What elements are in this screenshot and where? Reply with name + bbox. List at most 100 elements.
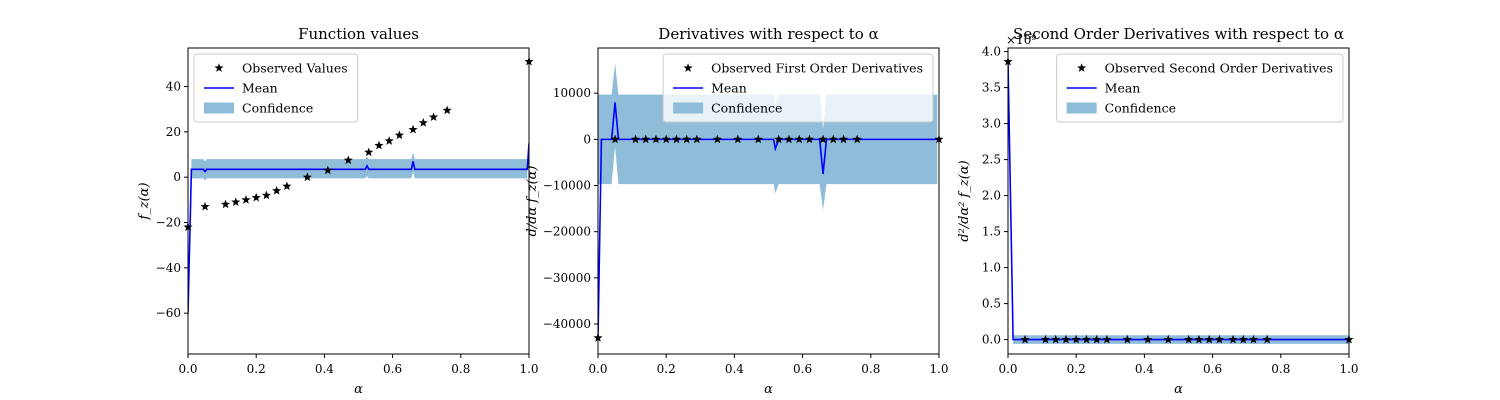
observed-point [1122,334,1132,344]
x-tick-label: 0.4 [315,362,334,376]
axes-frame [1007,47,1350,355]
observed-point [302,172,312,182]
observed-point [261,190,271,200]
observed-point [1061,334,1071,344]
y-tick-label: 0 [583,132,591,146]
legend-mean-label: Mean [711,81,747,96]
x-tick-label: 0.2 [1067,362,1086,376]
y-tick-label: 1.5 [982,225,1001,239]
x-tick-label: 1.0 [519,362,538,376]
legend-confidence-swatch [673,102,704,114]
observed-point [1092,334,1102,344]
observed-point [733,134,743,144]
y-axis-label: d/dα f_z(α) [525,165,540,236]
y-tick-label: 40 [166,80,181,94]
legend-box [662,53,934,123]
legend-star-icon [214,63,224,72]
observed-point [838,134,849,144]
observed-point [630,134,641,144]
legend-box [1056,53,1344,123]
legend-mean-label: Mean [242,81,278,96]
legend-box [193,53,359,123]
observed-point [661,134,671,144]
observed-point [1204,334,1214,344]
y-tick-label: −40 [156,261,181,275]
observed-point [1081,334,1091,344]
observed-point [1040,334,1051,344]
subplot-2: 0.0 0.2 0.4 0.6 0.8 1.0 10000 0 −10000 −20000 −300… [525,25,949,397]
mean-line [598,102,939,338]
x-tick-label: 0.8 [861,362,880,376]
observed-point [1194,334,1204,344]
legend-star-icon [1077,63,1087,72]
x-axis-label: α [764,382,773,397]
observed-point [231,197,241,207]
x-tick-label: 0.2 [657,362,676,376]
observed-point [1184,334,1194,344]
x-axis-label: α [354,382,363,397]
observed-point [1248,334,1259,344]
observed-point [1214,334,1224,344]
subplot-1: 0.0 0.2 0.4 0.6 0.8 1.0 40 20 0 −20 −40 −60 Function… [137,25,539,397]
x-tick-label: 1.0 [1339,362,1358,376]
y-axis-label: f_z(α) [137,182,152,220]
observed-point [408,124,418,134]
legend-mean-label: Mean [1105,81,1141,96]
observed-point [374,140,384,150]
x-tick-label: 0.4 [1135,362,1154,376]
x-tick-label: 0.8 [451,362,470,376]
legend-confidence-label: Confidence [242,101,313,116]
observed-point [852,134,862,144]
y-tick-label: 0 [173,170,181,184]
legend-confidence-swatch [1066,102,1097,114]
observed-point [200,201,210,211]
y-tick-label: −40000 [543,317,591,331]
y-tick-label: 2.0 [982,189,1001,203]
observed-point [282,181,292,191]
subplot-title: Function values [298,25,419,43]
observed-point [220,199,231,209]
y-axis-label: d²/dα² f_z(α) [957,160,972,241]
observed-point [818,134,828,144]
observed-point [794,134,804,144]
y-tick-label: 3.5 [982,81,1001,95]
mean-line [188,143,529,314]
observed-point [610,134,620,144]
observed-point [1238,334,1248,344]
observed-point [784,134,794,144]
confidence-band [191,152,528,181]
observed-point [804,134,814,144]
observed-point [671,134,681,144]
observed-point [442,105,452,115]
y-tick-label: 3.0 [982,117,1001,131]
observed-point [692,134,702,144]
x-tick-label: 0.0 [998,362,1017,376]
observed-point [241,195,251,204]
observed-point [384,136,394,145]
observed-point [251,192,261,202]
observed-point [1228,334,1238,344]
legend: Observed Second Order Derivatives Mean Con… [1056,53,1344,123]
y-tick-label: 0.5 [982,297,1001,311]
y-tick-label: −30000 [543,271,591,285]
y-tick-label: −20000 [543,225,591,239]
observed-point [1102,334,1112,344]
legend: Observed Values Mean Confidence [193,53,359,123]
legend-confidence-swatch [204,102,234,114]
axes-frame [597,47,940,355]
y-tick-label: 2.5 [982,153,1001,167]
subplot-3: 0.0 0.2 0.4 0.6 0.8 1.0 4.0 3.5 3.0 2.5 2.0 1.5 1.0 0… [957,25,1359,397]
x-tick-label: 0.4 [725,362,744,376]
legend-confidence-label: Confidence [711,101,782,116]
legend-observed-label: Observed Second Order Derivatives [1105,61,1333,76]
observed-point [343,155,353,165]
x-axis-label: α [1174,382,1183,397]
y-exponent-label: ×10⁹ [1006,33,1036,47]
x-tick-label: 0.2 [247,362,266,376]
observed-point [1020,334,1030,344]
observed-point [364,147,374,157]
legend-star-icon [683,63,693,72]
observed-point [394,130,404,140]
y-tick-label: −10000 [543,179,591,193]
